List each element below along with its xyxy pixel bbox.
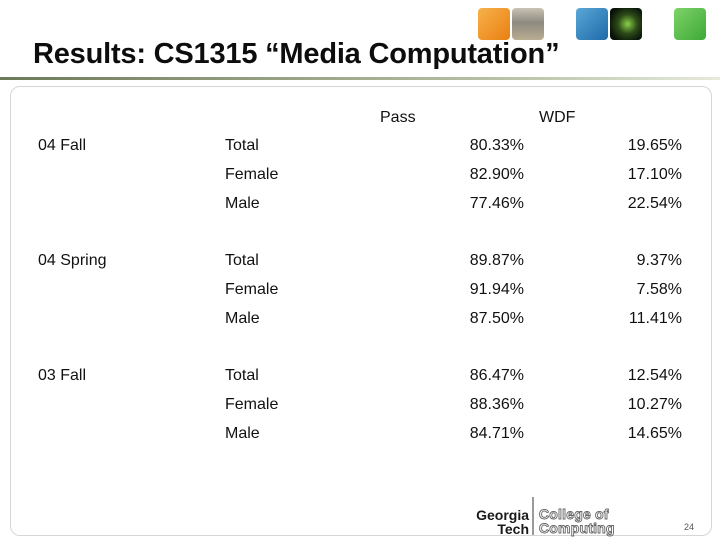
pass-value: 88.36%	[469, 396, 524, 413]
wdf-value: 17.10%	[627, 166, 682, 183]
row-label: Male	[225, 310, 260, 327]
pass-value: 82.90%	[469, 166, 524, 183]
term-label: 04 Spring	[38, 252, 107, 269]
pass-value: 77.46%	[469, 195, 524, 212]
logo-college-of: College of	[539, 506, 609, 523]
logo-georgia: Georgia	[476, 507, 529, 523]
logo-computing: Computing	[539, 520, 615, 537]
row-label: Male	[225, 425, 260, 442]
pass-value: 84.71%	[469, 425, 524, 442]
wdf-value: 11.41%	[628, 310, 682, 327]
logo-tech: Tech	[497, 521, 529, 537]
title-rule	[0, 77, 720, 80]
logo-divider	[532, 497, 534, 535]
wdf-value: 22.54%	[627, 195, 682, 212]
term-label: 03 Fall	[38, 367, 87, 384]
photo-thumbnail	[512, 8, 544, 40]
wdf-value: 9.37%	[636, 252, 682, 269]
row-label: Total	[225, 252, 259, 269]
content-frame	[10, 86, 712, 536]
row-label: Female	[225, 281, 279, 298]
pass-value: 87.50%	[469, 310, 524, 327]
green-dark-thumbnail	[610, 8, 642, 40]
header-pass: Pass	[380, 109, 416, 126]
row-label: Male	[225, 195, 260, 212]
row-label: Total	[225, 137, 259, 154]
pass-value: 80.33%	[469, 137, 524, 154]
wdf-value: 19.65%	[627, 137, 682, 154]
page-number: 24	[683, 522, 694, 532]
row-label: Female	[225, 166, 279, 183]
term-label: 04 Fall	[38, 137, 87, 154]
wdf-value: 7.58%	[636, 281, 682, 298]
row-label: Total	[225, 367, 259, 384]
header-thumbnails	[478, 8, 708, 40]
wdf-value: 14.65%	[627, 425, 682, 442]
pass-value: 91.94%	[469, 281, 524, 298]
header-wdf: WDF	[539, 109, 576, 126]
pass-value: 86.47%	[469, 367, 524, 384]
row-label: Female	[225, 396, 279, 413]
wdf-value: 12.54%	[627, 367, 682, 384]
georgia-tech-logo: Georgia Tech College of Computing	[460, 495, 625, 537]
orange-thumbnail	[478, 8, 510, 40]
slide-title: Results: CS1315 “Media Computation”	[33, 38, 560, 70]
pass-value: 89.87%	[469, 252, 524, 269]
wdf-value: 10.27%	[627, 396, 682, 413]
green-thumbnail	[674, 8, 706, 40]
blue-thumbnail	[576, 8, 608, 40]
